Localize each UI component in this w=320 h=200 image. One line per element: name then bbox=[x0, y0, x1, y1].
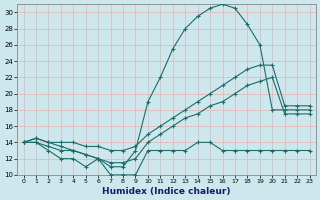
X-axis label: Humidex (Indice chaleur): Humidex (Indice chaleur) bbox=[102, 187, 231, 196]
